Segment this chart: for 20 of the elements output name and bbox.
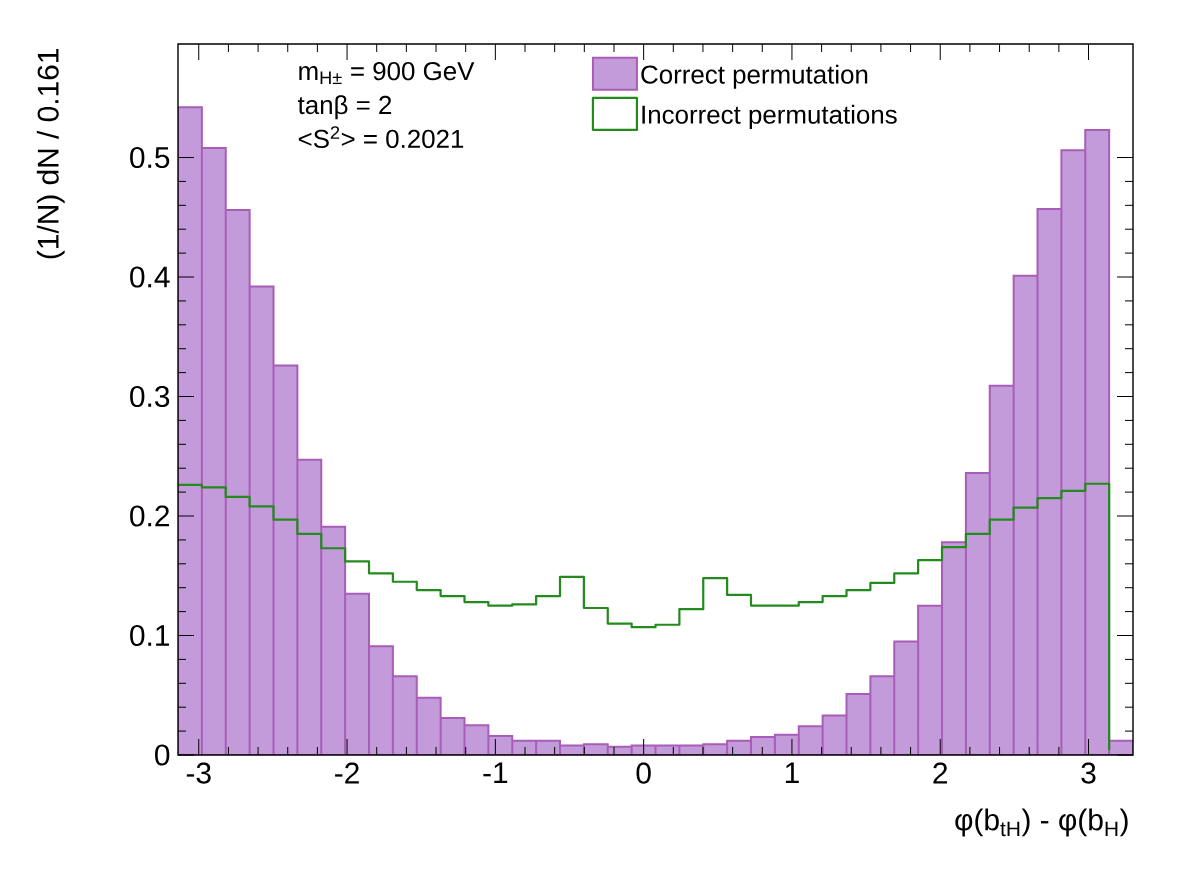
annotation: tanβ = 2 bbox=[297, 95, 392, 120]
y-tick-label: 0.4 bbox=[130, 266, 170, 288]
x-tick-label: 0 bbox=[636, 762, 651, 784]
y-tick-label: 0.3 bbox=[130, 385, 170, 408]
annotation: m$_{H±}$ = 900 GeV bbox=[299, 61, 475, 84]
x-tick-label: -2 bbox=[335, 762, 359, 784]
x-tick-label: -3 bbox=[186, 762, 211, 784]
annotation: <S$^{2}$> = 0.2021 bbox=[298, 126, 464, 149]
y-tick-label: 0.5 bbox=[130, 146, 170, 169]
x-tick-label: 2 bbox=[933, 762, 948, 784]
y-tick-label: 0.1 bbox=[130, 624, 170, 647]
x-tick-label: 1 bbox=[785, 762, 799, 784]
x-tick-label: 3 bbox=[1081, 762, 1096, 784]
legend-label: Incorrect permutations bbox=[642, 104, 897, 129]
legend-label: Correct permutation bbox=[641, 64, 868, 89]
y-axis-title: (1/N) dN / 0.161 bbox=[36, 49, 65, 259]
x-tick-label: -1 bbox=[483, 762, 508, 784]
y-tick-label: 0.2 bbox=[130, 505, 169, 527]
x-axis-title: φ(b$_{tH}$) - φ(b$_{H}$) bbox=[955, 808, 1128, 837]
y-tick-label: 0 bbox=[155, 744, 170, 766]
